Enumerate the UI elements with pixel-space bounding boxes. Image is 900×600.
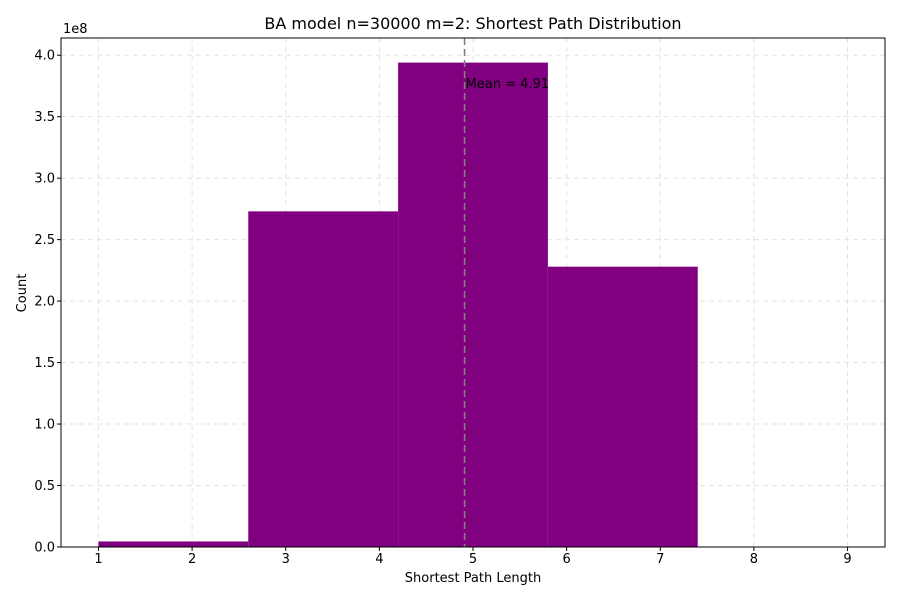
x-tick-label: 8 bbox=[750, 552, 758, 567]
histogram-bar-3 bbox=[398, 62, 548, 548]
y-tick-label: 2.0 bbox=[34, 295, 55, 310]
histogram-bar-4 bbox=[547, 266, 698, 547]
x-tick-label: 1 bbox=[94, 552, 102, 567]
x-axis-ticks: 1 2 3 4 5 6 7 8 9 bbox=[94, 547, 852, 567]
mean-marker: Mean = 4.91 bbox=[463, 38, 550, 547]
y-scale-label: 1e8 bbox=[63, 22, 88, 37]
y-tick-label: 2.5 bbox=[34, 233, 55, 248]
y-tick-label: 0.5 bbox=[34, 479, 55, 494]
y-tick-label: 4.0 bbox=[34, 49, 55, 64]
histogram-bar-2 bbox=[248, 211, 399, 547]
y-tick-label: 3.5 bbox=[34, 110, 55, 125]
x-tick-label: 2 bbox=[188, 552, 196, 567]
x-tick-label: 6 bbox=[562, 552, 570, 567]
y-tick-label: 1.0 bbox=[34, 418, 55, 433]
x-tick-label: 9 bbox=[843, 552, 851, 567]
x-tick-label: 5 bbox=[469, 552, 477, 567]
x-axis-label: Shortest Path Length bbox=[405, 571, 541, 586]
y-tick-label: 0.0 bbox=[34, 541, 55, 556]
y-axis-ticks: 0.0 0.5 1.0 1.5 2.0 2.5 3.0 3.5 4.0 bbox=[34, 49, 61, 556]
mean-label: Mean = 4.91 bbox=[466, 77, 550, 92]
grid bbox=[61, 38, 885, 548]
y-tick-label: 1.5 bbox=[34, 356, 55, 371]
histogram-bar-1 bbox=[98, 541, 249, 547]
x-tick-label: 4 bbox=[375, 552, 383, 567]
y-axis-label: Count bbox=[15, 274, 30, 313]
bars bbox=[98, 62, 848, 548]
y-tick-label: 3.0 bbox=[34, 172, 55, 187]
x-tick-label: 3 bbox=[282, 552, 290, 567]
chart-title: BA model n=30000 m=2: Shortest Path Dist… bbox=[264, 14, 681, 33]
x-tick-label: 7 bbox=[656, 552, 664, 567]
